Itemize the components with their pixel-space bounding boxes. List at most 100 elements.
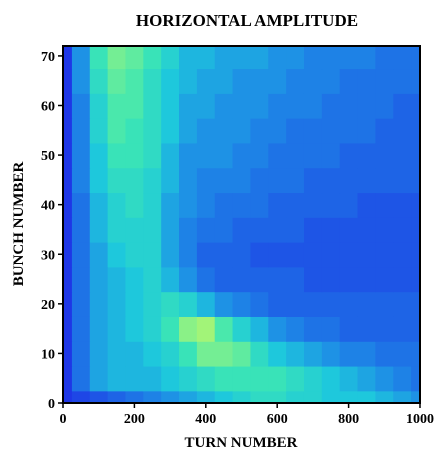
heatmap-cell [143, 117, 162, 144]
y-axis: 0 10 20 30 40 50 60 70 [41, 50, 63, 412]
heatmap-cell [286, 142, 305, 169]
heatmap-cell [71, 365, 91, 392]
heatmap-cell [250, 315, 269, 342]
heatmap-cell [196, 340, 216, 367]
heatmap-cell [161, 167, 180, 194]
heatmap-cell [268, 365, 287, 392]
heatmap-cell [63, 117, 73, 144]
heatmap-cell [125, 92, 144, 119]
heatmap-cell [357, 167, 376, 194]
y-tick-label: 60 [41, 100, 55, 115]
heatmap-cell [232, 390, 251, 404]
heatmap-cell [214, 117, 233, 144]
heatmap-cell [179, 67, 198, 94]
heatmap-cell [161, 216, 180, 243]
heatmap-cell [179, 315, 198, 342]
heatmap-cell [179, 142, 198, 169]
heatmap-cell [125, 266, 144, 293]
heatmap-cell [339, 67, 358, 94]
heatmap-cell [303, 241, 323, 268]
heatmap-cell [268, 67, 287, 94]
heatmap-cell [143, 142, 162, 169]
heatmap-cell [63, 92, 73, 119]
heatmap-cell [71, 191, 91, 218]
heatmap-cell [125, 315, 144, 342]
heatmap-cell [303, 46, 323, 70]
heatmap-cell [214, 191, 233, 218]
heatmap-cell [232, 241, 251, 268]
y-tick-label: 0 [48, 397, 55, 412]
heatmap-cell [411, 266, 421, 293]
heatmap-cell [375, 191, 394, 218]
heatmap-cell [232, 340, 251, 367]
heatmap-cell [321, 117, 341, 144]
heatmap-cell [250, 92, 269, 119]
heatmap-cell [179, 291, 198, 317]
heatmap-cell [375, 291, 394, 317]
heatmap-cell [63, 266, 73, 293]
x-tick-label: 600 [267, 412, 288, 427]
heatmap-cell [339, 266, 358, 293]
heatmap-cell [125, 340, 144, 367]
heatmap-cell [125, 142, 144, 169]
heatmap-cell [107, 315, 126, 342]
heatmap-cell [71, 390, 91, 404]
heatmap-cell [303, 167, 323, 194]
heatmap-cell [89, 241, 109, 268]
heatmap-cell [286, 216, 305, 243]
heatmap-cell [107, 67, 126, 94]
heatmap-cell [196, 241, 216, 268]
heatmap-cell [63, 315, 73, 342]
x-tick-label: 200 [124, 412, 145, 427]
heatmap-cell [321, 46, 341, 70]
heatmap-cell [196, 46, 216, 70]
heatmap-cell [286, 340, 305, 367]
heatmap-cell [107, 390, 126, 404]
heatmap-cell [286, 365, 305, 392]
heatmap-cell [63, 67, 73, 94]
heatmap-cell [71, 315, 91, 342]
heatmap-cell [393, 216, 412, 243]
heatmap-cell [161, 46, 180, 70]
heatmap-cell [250, 167, 269, 194]
heatmap-cell [375, 92, 394, 119]
heatmap-cell [107, 167, 126, 194]
heatmap-cell [89, 291, 109, 317]
heatmap-cell [143, 167, 162, 194]
heatmap-cell [411, 46, 421, 70]
heatmap-cell [268, 266, 287, 293]
heatmap-cell [339, 46, 358, 70]
heatmap-cell [196, 67, 216, 94]
heatmap-cell [214, 266, 233, 293]
heatmap-cell [232, 291, 251, 317]
heatmap-cell [232, 266, 251, 293]
heatmap-cell [411, 315, 421, 342]
heatmap-cell [411, 365, 421, 392]
heatmap-cell [89, 365, 109, 392]
heatmap-cell [339, 340, 358, 367]
heatmap-cell [286, 315, 305, 342]
heatmap-cell [393, 365, 412, 392]
heatmap-cell [303, 67, 323, 94]
heatmap-cell [375, 67, 394, 94]
heatmap-cell [375, 117, 394, 144]
heatmap-cell [125, 46, 144, 70]
heatmap-cell [303, 365, 323, 392]
heatmap-cell [357, 390, 376, 404]
heatmap-cell [232, 46, 251, 70]
heatmap-cell [125, 365, 144, 392]
heatmap-cell [125, 167, 144, 194]
heatmap-cell [268, 92, 287, 119]
heatmap-cell [71, 67, 91, 94]
heatmap-cell [286, 92, 305, 119]
y-tick-label: 70 [41, 50, 55, 65]
heatmap-cell [321, 315, 341, 342]
heatmap-cell [411, 291, 421, 317]
heatmap-cell [71, 92, 91, 119]
heatmap-cell [286, 191, 305, 218]
heatmap-cell [214, 67, 233, 94]
heatmap-cell [303, 92, 323, 119]
heatmap-cell [107, 266, 126, 293]
heatmap-cell [393, 390, 412, 404]
heatmap-cell [250, 241, 269, 268]
